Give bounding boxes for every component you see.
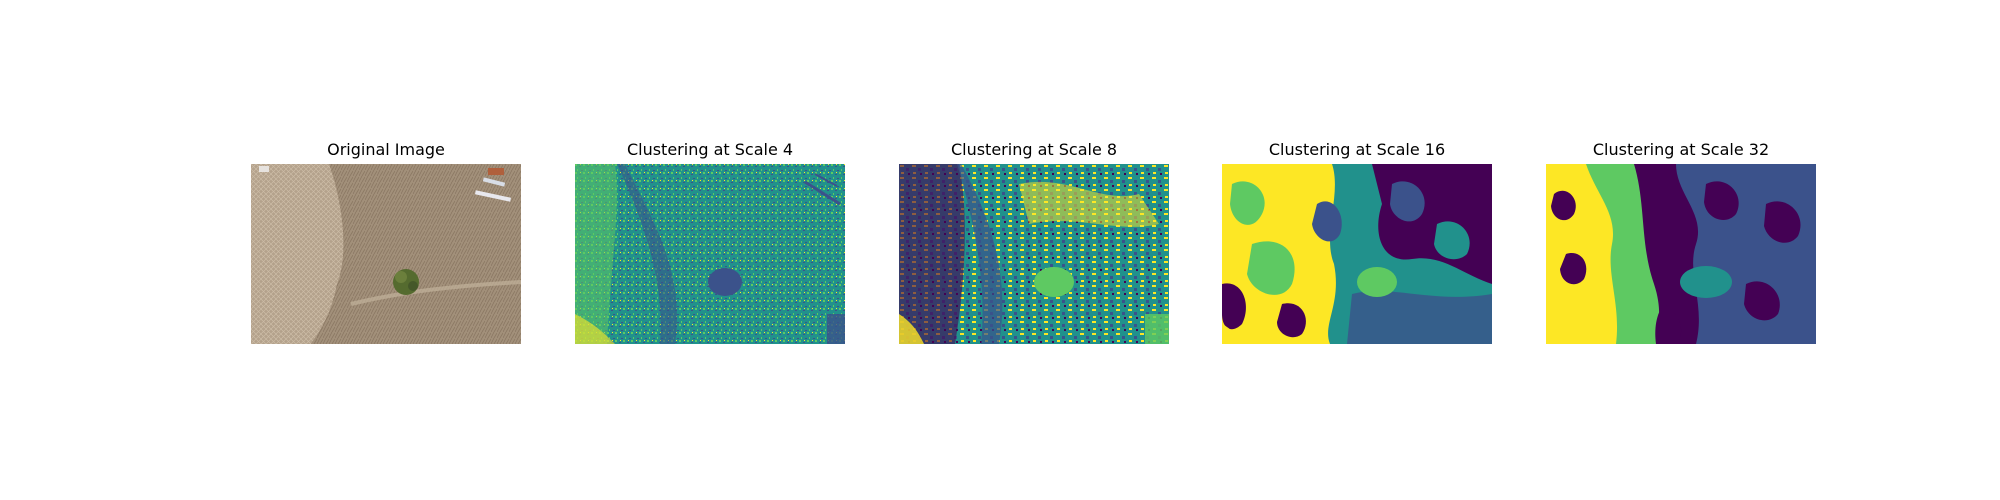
cluster-map-scale-32 xyxy=(1546,164,1816,344)
panel-title: Clustering at Scale 4 xyxy=(626,140,794,159)
cluster-map xyxy=(1222,164,1492,344)
panel-title: Clustering at Scale 16 xyxy=(1268,140,1446,159)
cluster-map-scale-4 xyxy=(575,164,845,344)
original-image xyxy=(251,164,521,344)
cluster-map xyxy=(899,164,1169,344)
cluster-map-scale-8 xyxy=(899,164,1169,344)
original-photo xyxy=(251,164,521,344)
panel-title: Original Image xyxy=(327,140,445,159)
panel-title: Clustering at Scale 8 xyxy=(950,140,1118,159)
cluster-map xyxy=(575,164,845,344)
cluster-map xyxy=(1546,164,1816,344)
cluster-map-scale-16 xyxy=(1222,164,1492,344)
panel-title: Clustering at Scale 32 xyxy=(1592,140,1770,159)
